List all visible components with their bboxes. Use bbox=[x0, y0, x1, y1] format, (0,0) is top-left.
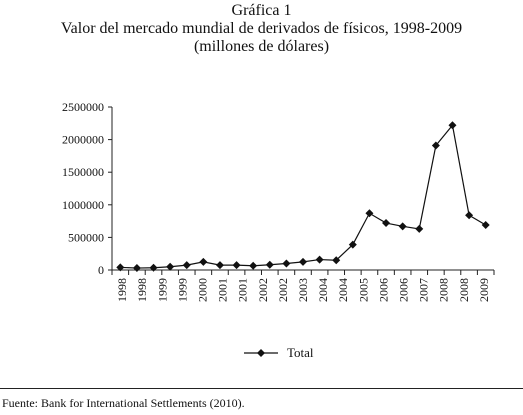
data-point-marker bbox=[182, 261, 191, 270]
y-tick-label: 1000000 bbox=[62, 198, 104, 212]
y-tick-label: 2000000 bbox=[62, 133, 104, 147]
y-tick-label: 2500000 bbox=[62, 100, 104, 114]
data-point-marker bbox=[149, 263, 158, 272]
data-point-marker bbox=[332, 256, 341, 265]
y-tick-label: 500000 bbox=[68, 230, 104, 244]
x-tick-label: 1998 bbox=[115, 278, 129, 302]
data-point-marker bbox=[215, 261, 224, 270]
data-point-marker bbox=[315, 255, 324, 264]
data-point-marker bbox=[465, 211, 474, 220]
chart-title-block: Gráfica 1 Valor del mercado mundial de d… bbox=[0, 2, 523, 56]
data-point-marker bbox=[249, 261, 258, 270]
data-point-marker bbox=[232, 261, 241, 270]
data-point-marker bbox=[132, 264, 141, 273]
data-point-marker bbox=[282, 259, 291, 268]
legend-label-total: Total bbox=[287, 345, 314, 360]
x-tick-label: 2001 bbox=[236, 278, 250, 302]
x-tick-label: 2001 bbox=[216, 278, 230, 302]
x-tick-label: 2004 bbox=[316, 278, 330, 302]
data-point-marker bbox=[431, 141, 440, 150]
x-tick-label: 1999 bbox=[155, 278, 169, 302]
chart-title-line-2: Valor del mercado mundial de derivados d… bbox=[60, 20, 463, 37]
data-point-marker bbox=[265, 260, 274, 269]
data-point-marker bbox=[481, 221, 490, 230]
data-point-marker bbox=[199, 257, 208, 266]
x-tick-label: 2003 bbox=[296, 278, 310, 302]
x-tick-label: 2008 bbox=[437, 278, 451, 302]
series-line-total bbox=[120, 123, 487, 269]
x-tick-label: 2002 bbox=[256, 278, 270, 302]
x-tick-label: 2005 bbox=[356, 278, 370, 302]
data-point-marker bbox=[116, 263, 125, 272]
data-point-marker bbox=[448, 121, 457, 130]
data-point-marker bbox=[382, 219, 391, 228]
x-tick-label: 2007 bbox=[417, 278, 431, 302]
data-point-marker bbox=[348, 240, 357, 249]
chart-title-line-1: Gráfica 1 bbox=[231, 2, 292, 19]
chart-title-line-3: (millones de dólares) bbox=[193, 38, 330, 55]
footer-rule bbox=[0, 388, 523, 389]
data-point-marker bbox=[166, 262, 175, 271]
x-tick-label: 2000 bbox=[195, 278, 209, 302]
legend-marker bbox=[257, 349, 265, 357]
x-tick-label: 2002 bbox=[276, 278, 290, 302]
x-tick-label: 2009 bbox=[477, 278, 491, 302]
data-point-marker bbox=[299, 257, 307, 266]
line-chart: 0 500000 1000000 1500000 2000000 2500000 1998 1… bbox=[62, 100, 495, 360]
x-tick-label: 1999 bbox=[175, 278, 189, 302]
x-tick-label: 2006 bbox=[376, 278, 390, 302]
x-tick-label: 1998 bbox=[135, 278, 149, 302]
x-tick-label: 2006 bbox=[397, 278, 411, 302]
data-point-marker bbox=[415, 224, 424, 233]
y-tick-label: 1500000 bbox=[62, 165, 104, 179]
data-point-marker bbox=[398, 222, 407, 231]
x-tick-label: 2008 bbox=[457, 278, 471, 302]
source-note: Fuente: Bank for International Settlemen… bbox=[2, 396, 245, 410]
data-point-marker bbox=[365, 209, 374, 218]
y-tick-label: 0 bbox=[98, 263, 104, 277]
x-tick-label: 2004 bbox=[336, 278, 350, 302]
